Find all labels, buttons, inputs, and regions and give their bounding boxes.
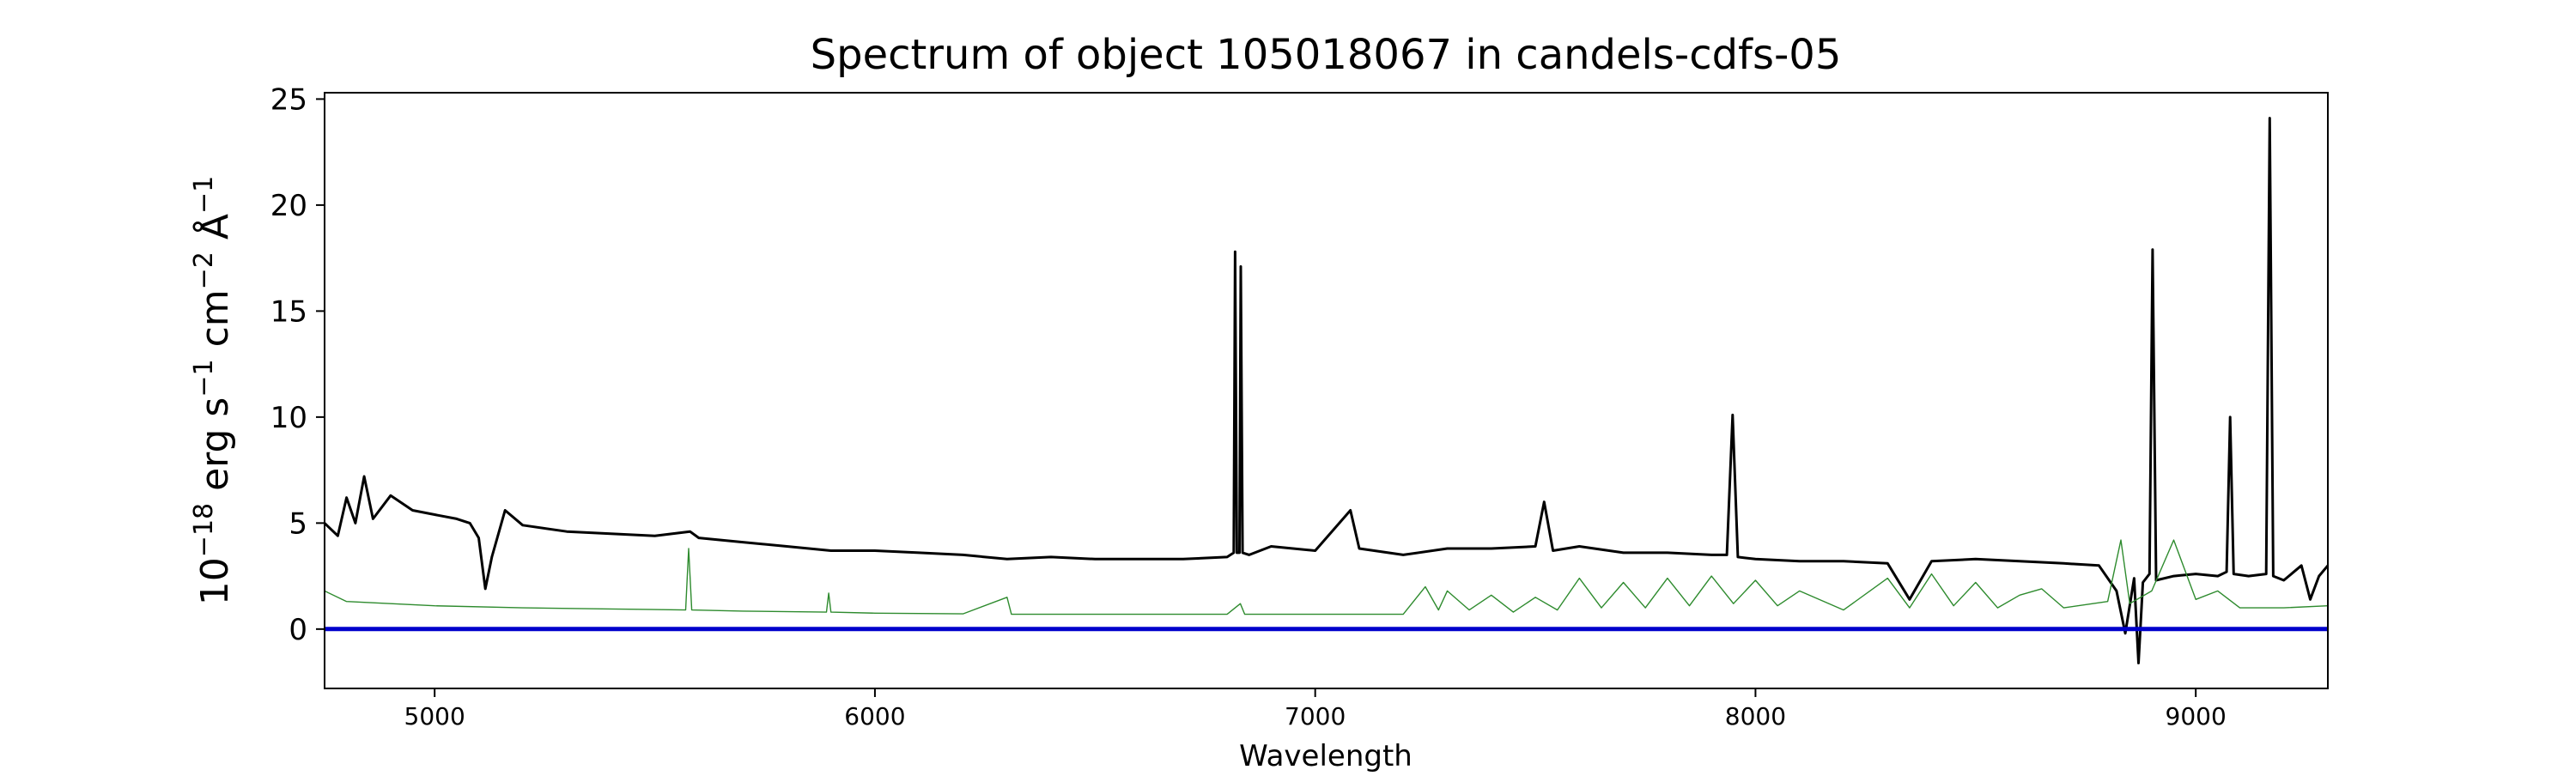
x-tick-label: 8000 (1725, 702, 1786, 731)
y-tick-label: 0 (289, 613, 307, 647)
y-label-unit-1: erg s (193, 397, 237, 503)
x-axis-label: Wavelength (1239, 739, 1413, 773)
x-tick-label: 7000 (1285, 702, 1346, 731)
y-label-unit-2: cm (193, 289, 237, 359)
y-tick-label: 25 (270, 82, 307, 117)
y-label-unit-3: Å (191, 214, 237, 252)
series-line-flux (323, 117, 2330, 664)
x-tick-label: 6000 (844, 702, 905, 731)
x-tick-label: 5000 (404, 702, 465, 731)
y-label-exp-3: −1 (189, 176, 219, 214)
axes-frame (324, 92, 2329, 689)
x-tick-label: 9000 (2166, 702, 2227, 731)
y-label-exp-1: −1 (189, 359, 219, 397)
y-axis-ticks: 0 5 10 15 20 25 (270, 82, 325, 647)
y-tick-label: 10 (270, 401, 307, 435)
y-axis-label: 10−18 erg s−1 cm−2 Å−1 (189, 176, 237, 605)
series-layer (323, 117, 2330, 664)
series-line-error (324, 539, 2329, 615)
y-label-exp-2: −2 (189, 252, 219, 289)
y-tick-label: 20 (270, 189, 307, 223)
y-label-exp: −18 (189, 503, 219, 557)
chart-title: Spectrum of object 105018067 in candels-… (811, 31, 1842, 79)
y-tick-label: 15 (270, 294, 307, 329)
y-label-prefix: 10 (193, 557, 237, 605)
y-tick-label: 5 (289, 506, 307, 541)
x-axis-ticks: 5000 6000 7000 8000 9000 (404, 688, 2227, 731)
